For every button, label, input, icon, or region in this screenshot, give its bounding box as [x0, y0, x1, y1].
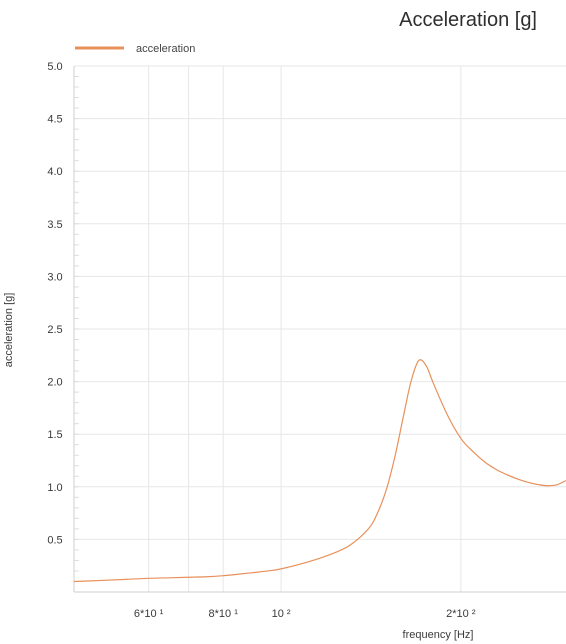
y-tick-label: 5.0	[47, 61, 62, 73]
grid-lines	[74, 65, 566, 592]
y-tick-label: 3.0	[47, 271, 62, 283]
y-tick-label: 4.0	[47, 166, 62, 178]
y-axis-tick-labels: 0.5 1.0 1.5 2.0 2.5 3.0 3.5 4.0 4.5 5.0	[47, 61, 62, 546]
x-tick-label: 8*10 ¹	[209, 608, 239, 620]
x-axis-label: frequency [Hz]	[403, 629, 474, 641]
minor-ticks	[74, 76, 79, 582]
legend-label: acceleration	[136, 43, 195, 55]
x-tick-label: 2*10 ²	[446, 608, 476, 620]
legend: acceleration	[75, 43, 195, 55]
x-axis-tick-labels: 6*10 ¹ 8*10 ¹ 10 ² 2*10 ²	[134, 608, 476, 620]
y-tick-label: 4.5	[47, 114, 62, 126]
x-tick-label: 6*10 ¹	[134, 608, 164, 620]
series-layer	[73, 359, 566, 583]
series-line-acceleration	[73, 359, 566, 583]
y-tick-label: 0.5	[47, 534, 62, 546]
chart-title: Acceleration [g]	[399, 9, 537, 31]
y-tick-label: 1.5	[47, 429, 62, 441]
y-tick-label: 2.5	[47, 324, 62, 336]
plot-area	[73, 65, 566, 593]
y-axis-label: acceleration [g]	[3, 293, 15, 368]
x-tick-label: 10 ²	[272, 608, 291, 620]
y-tick-label: 3.5	[47, 219, 62, 231]
y-tick-label: 1.0	[47, 482, 62, 494]
y-tick-label: 2.0	[47, 377, 62, 389]
